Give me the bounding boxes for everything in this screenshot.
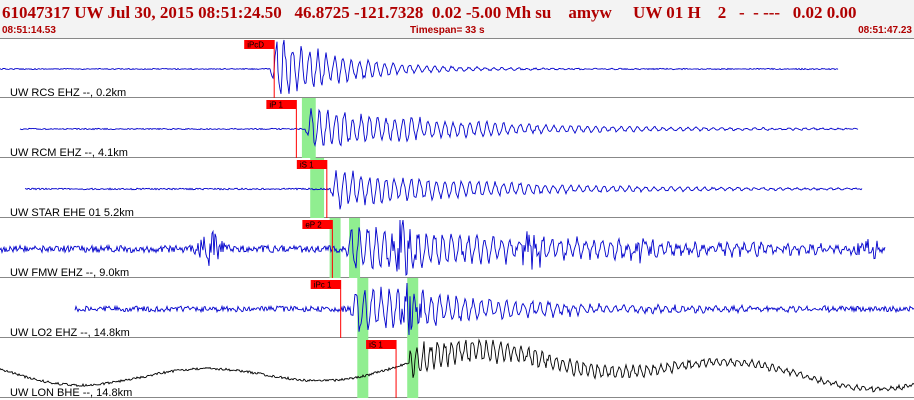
seismogram-panel[interactable]: iPcD UW RCS EHZ --, 0.2km iP 1 UW RCM EHZ -… xyxy=(0,38,914,400)
waveform-trace xyxy=(0,39,839,94)
header-bar: 61047317 UW Jul 30, 2015 08:51:24.50 46.… xyxy=(0,0,914,39)
channel-label: UW RCM EHZ --, 4.1km xyxy=(10,147,128,159)
channel-label: UW FMW EHZ --, 9.0km xyxy=(10,267,129,279)
pick-label: iPcD xyxy=(247,41,264,50)
pick-flag xyxy=(244,40,275,49)
pick-label: iPc 1 xyxy=(314,281,332,290)
waveform-trace xyxy=(74,282,914,336)
phase-pick[interactable]: iP 1 xyxy=(266,100,297,158)
pick-label: iP 1 xyxy=(269,101,283,110)
pick-label: iS 1 xyxy=(369,341,383,350)
end-time: 08:51:47.23 xyxy=(858,25,912,36)
event-title: 61047317 UW Jul 30, 2015 08:51:24.50 46.… xyxy=(2,3,857,22)
pick-label: eP 2 xyxy=(305,221,322,230)
phase-pick[interactable]: iPc 1 xyxy=(310,280,342,338)
pick-window xyxy=(329,218,341,278)
channel-row[interactable]: iP 1 UW RCM EHZ --, 4.1km xyxy=(0,98,914,159)
pick-window xyxy=(407,338,419,398)
channel-label: UW RCS EHZ --, 0.2km xyxy=(10,87,126,99)
pick-window xyxy=(349,218,361,278)
channel-label: UW LON BHE --, 14.8km xyxy=(10,387,132,399)
timespan-label: Timespan= 33 s xyxy=(410,25,485,36)
channel-label: UW STAR EHE 01 5.2km xyxy=(10,207,134,219)
phase-pick[interactable]: iS 1 xyxy=(296,160,328,218)
pick-flag xyxy=(296,160,327,169)
channel-row[interactable]: iPc 1 UW LO2 EHZ --, 14.8km xyxy=(0,278,914,339)
waveform-trace xyxy=(0,219,886,276)
start-time: 08:51:14.53 xyxy=(2,25,56,36)
pick-flag xyxy=(366,340,397,349)
waveform-trace xyxy=(19,108,859,148)
waveform-trace xyxy=(24,170,863,210)
phase-pick[interactable]: iPcD xyxy=(244,40,275,98)
channel-row[interactable]: iPcD UW RCS EHZ --, 0.2km xyxy=(0,39,914,99)
channel-row[interactable]: iS 1 UW STAR EHE 01 5.2km xyxy=(0,158,914,219)
pick-flag xyxy=(266,100,297,109)
pick-label: iS 1 xyxy=(300,161,314,170)
channel-row[interactable]: eP 2 UW FMW EHZ --, 9.0km xyxy=(0,218,914,279)
pick-flag xyxy=(310,280,341,289)
channel-label: UW LO2 EHZ --, 14.8km xyxy=(10,327,130,339)
phase-pick[interactable]: iS 1 xyxy=(366,340,397,398)
waveform-trace xyxy=(0,338,914,393)
channel-row[interactable]: iS 1 UW LON BHE --, 14.8km xyxy=(0,338,914,399)
pick-window xyxy=(313,158,325,218)
pick-window xyxy=(357,338,369,398)
pick-window xyxy=(304,98,316,158)
phase-pick[interactable]: eP 2 xyxy=(302,220,333,278)
pick-flag xyxy=(302,220,333,229)
